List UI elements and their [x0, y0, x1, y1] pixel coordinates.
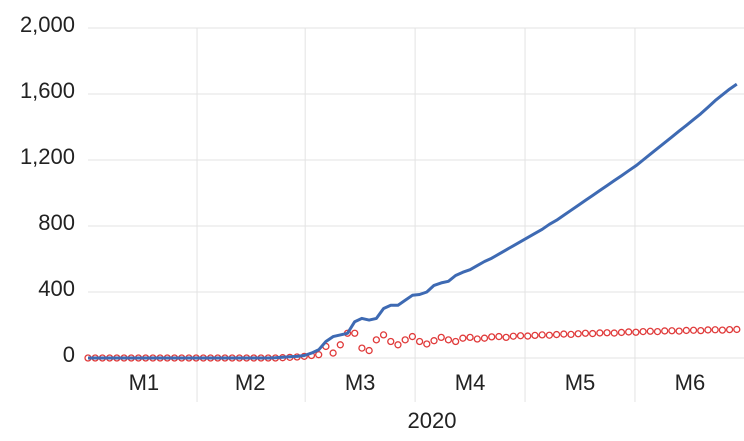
data-point — [646, 327, 654, 335]
data-point — [725, 325, 734, 334]
data-point — [509, 332, 517, 340]
data-point — [625, 328, 633, 336]
data-point — [336, 341, 344, 349]
data-point — [480, 334, 489, 342]
data-point — [423, 340, 431, 348]
series-line — [88, 82, 738, 360]
data-point — [394, 341, 402, 349]
y-tick-label: 400 — [38, 276, 75, 301]
data-point — [351, 329, 359, 337]
x-axis-title: 2020 — [408, 408, 457, 433]
y-tick-label: 0 — [63, 342, 75, 367]
data-point — [488, 333, 496, 341]
x-tick-label: M3 — [345, 370, 376, 395]
y-tick-label: 1,600 — [20, 78, 75, 103]
y-tick-label: 2,000 — [20, 12, 75, 37]
data-point — [661, 327, 669, 335]
data-point — [430, 337, 438, 345]
data-point — [711, 326, 719, 334]
data-point — [466, 333, 474, 342]
data-point — [675, 327, 683, 335]
data-point — [437, 333, 445, 342]
data-point — [365, 346, 373, 355]
data-point — [415, 337, 424, 346]
data-point — [610, 329, 618, 337]
data-point — [524, 332, 532, 340]
data-point — [315, 351, 323, 359]
data-point — [704, 326, 712, 334]
data-point — [408, 332, 417, 341]
data-point — [718, 326, 727, 334]
data-point — [516, 332, 525, 340]
data-point — [451, 337, 460, 346]
data-point — [697, 326, 705, 335]
x-tick-label: M6 — [675, 370, 706, 395]
data-point — [560, 330, 568, 338]
data-point — [617, 328, 626, 337]
data-point — [639, 327, 647, 336]
data-point — [596, 329, 604, 337]
y-tick-label: 800 — [38, 210, 75, 235]
data-point — [358, 344, 366, 352]
data-point — [538, 331, 546, 339]
data-point — [495, 332, 503, 341]
data-point — [379, 331, 388, 339]
data-point — [689, 326, 698, 334]
data-point — [733, 325, 741, 334]
data-point — [545, 331, 554, 339]
x-tick-label: M5 — [565, 370, 596, 395]
data-point — [502, 333, 510, 342]
y-tick-label: 1,200 — [20, 144, 75, 169]
data-point — [588, 329, 597, 338]
data-point — [668, 327, 676, 335]
data-point — [401, 336, 409, 344]
data-point — [531, 331, 539, 340]
data-point — [552, 330, 561, 339]
data-point — [574, 330, 582, 338]
data-point — [444, 336, 453, 344]
data-point — [387, 337, 395, 346]
data-point — [567, 330, 575, 339]
data-point — [372, 336, 381, 344]
data-point — [632, 328, 640, 336]
data-point — [682, 326, 690, 335]
data-point — [581, 329, 590, 337]
x-tick-label: M2 — [235, 370, 266, 395]
data-point — [329, 349, 337, 357]
x-tick-label: M1 — [129, 370, 160, 395]
data-point — [603, 329, 611, 337]
data-point — [473, 335, 481, 343]
data-point — [459, 334, 467, 342]
x-tick-label: M4 — [455, 370, 486, 395]
data-point — [653, 327, 662, 336]
